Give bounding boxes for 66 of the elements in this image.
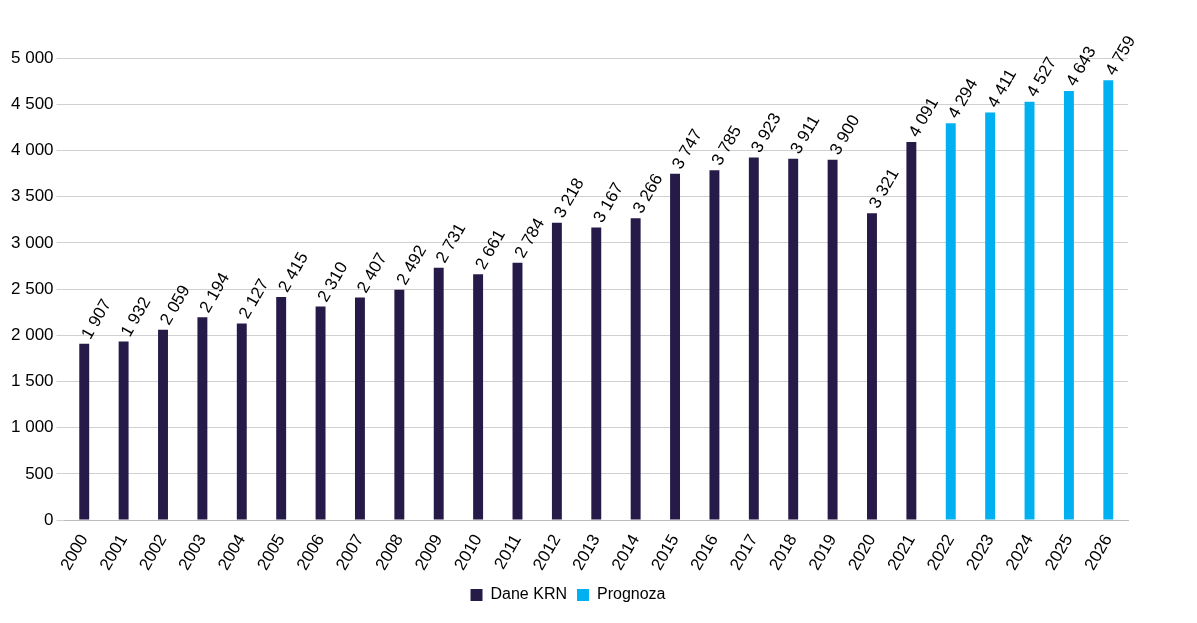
legend-label: Prognoza — [596, 585, 666, 603]
data-label: 2 492 — [392, 241, 431, 289]
bar — [394, 289, 405, 520]
bar — [79, 343, 90, 520]
y-tick-label: 4 000 — [10, 140, 54, 160]
bar — [158, 329, 168, 520]
y-tick-label: 3 000 — [10, 232, 54, 252]
bar — [276, 296, 287, 520]
bar — [197, 317, 208, 520]
bar — [788, 158, 799, 520]
data-label: 4 527 — [1022, 53, 1061, 101]
bar — [315, 306, 326, 520]
bar — [709, 170, 720, 520]
data-label: 1 932 — [116, 293, 155, 340]
bar — [985, 112, 996, 520]
bar — [906, 142, 917, 520]
bar — [433, 267, 444, 520]
y-tick-label: 0 — [44, 509, 54, 529]
bar — [512, 262, 523, 520]
data-label: 2 194 — [195, 269, 234, 316]
data-label: 4 294 — [943, 75, 982, 122]
bar — [670, 173, 681, 520]
data-label: 2 784 — [510, 214, 549, 262]
data-label: 3 266 — [628, 170, 667, 217]
bar — [473, 274, 484, 520]
y-tick-label: 1 500 — [10, 371, 54, 391]
data-label: 2 407 — [353, 249, 391, 296]
data-label: 2 310 — [313, 258, 352, 305]
bar — [236, 323, 247, 520]
bar — [354, 297, 365, 520]
data-label: 1 907 — [77, 295, 116, 343]
data-label: 3 167 — [589, 179, 628, 226]
data-label: 4 759 — [1101, 32, 1140, 79]
data-label: 3 900 — [825, 111, 864, 158]
data-label: 3 923 — [746, 109, 785, 156]
data-label: 4 411 — [983, 65, 1021, 111]
data-label: 3 218 — [549, 174, 588, 222]
bar — [867, 213, 877, 520]
data-label: 3 785 — [707, 122, 746, 169]
legend-label: Dane KRN — [490, 585, 567, 603]
bar — [945, 123, 956, 520]
bar — [630, 218, 641, 520]
y-tick-label: 1 000 — [10, 417, 54, 437]
data-label: 4 091 — [904, 94, 943, 141]
data-label: 2 415 — [274, 248, 312, 296]
y-tick-label: 5 000 — [10, 47, 54, 67]
data-label: 3 747 — [668, 125, 706, 173]
data-label: 3 321 — [865, 165, 903, 212]
bar — [551, 222, 562, 520]
data-label: 2 059 — [156, 281, 194, 329]
data-label: 3 911 — [786, 111, 824, 157]
bar — [1103, 80, 1114, 520]
data-label: 4 643 — [1061, 43, 1100, 90]
data-label: 2 661 — [471, 226, 509, 273]
y-tick-label: 2 000 — [10, 324, 54, 344]
y-tick-label: 500 — [25, 463, 54, 483]
y-tick-label: 3 500 — [10, 186, 54, 206]
y-tick-label: 2 500 — [10, 278, 54, 298]
bar — [827, 159, 838, 520]
bar — [118, 341, 129, 520]
bar — [1063, 90, 1074, 520]
bar — [591, 227, 602, 520]
y-tick-label: 4 500 — [10, 93, 54, 113]
bar — [1024, 101, 1035, 520]
bar — [748, 157, 759, 520]
data-label: 2 731 — [431, 219, 470, 267]
